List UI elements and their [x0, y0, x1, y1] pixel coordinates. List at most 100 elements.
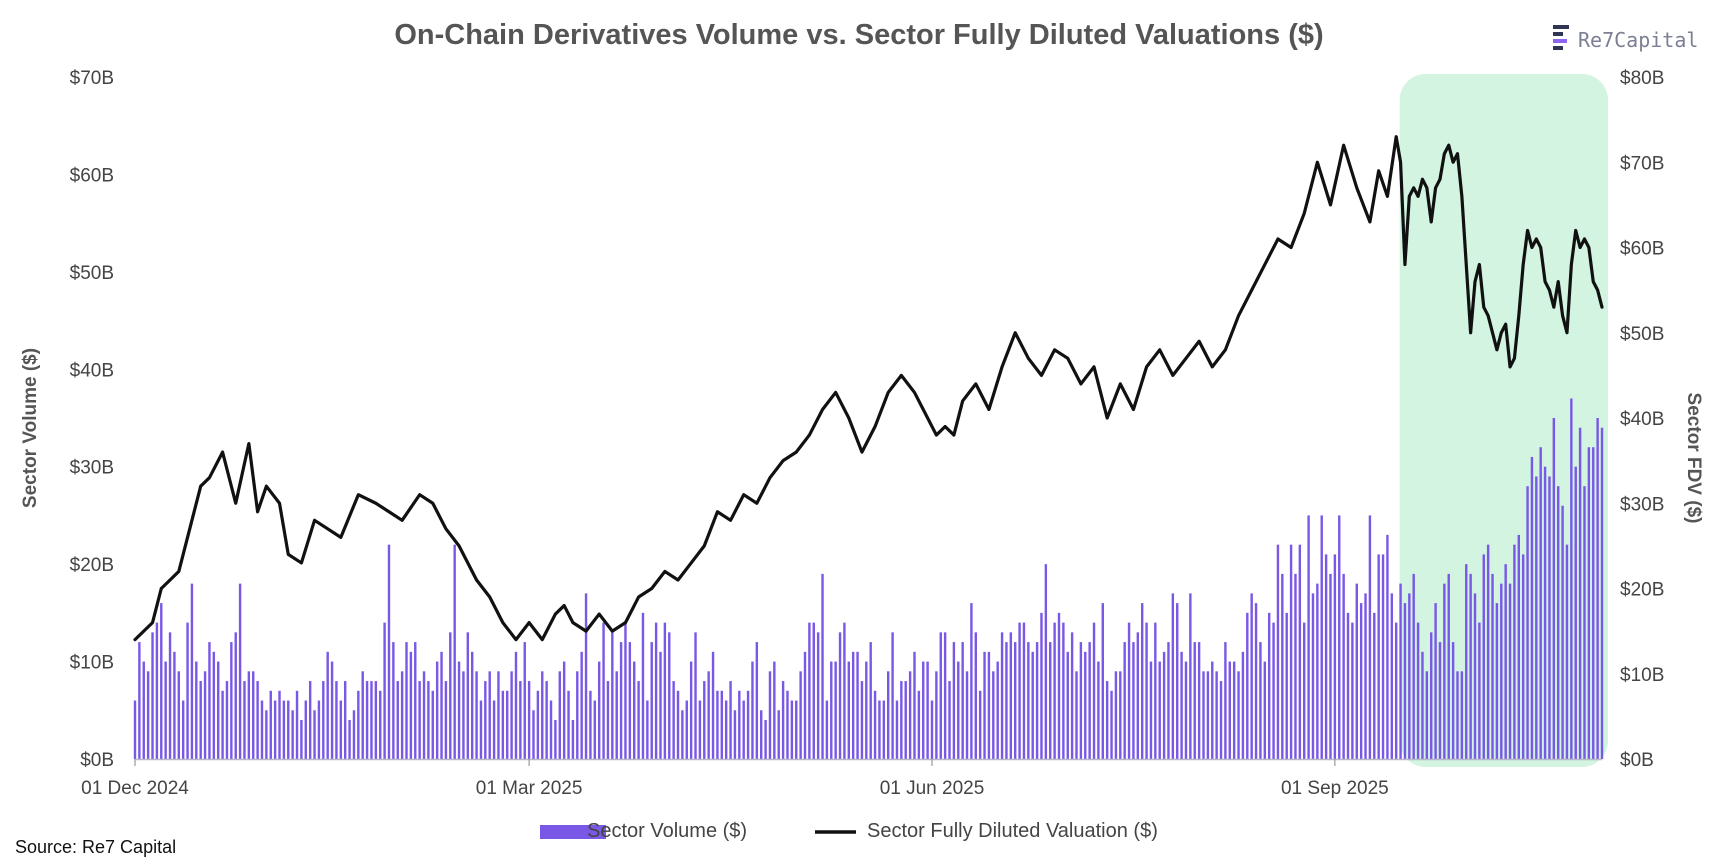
volume-bar [151, 632, 154, 759]
volume-bar [1517, 534, 1520, 759]
volume-bar [1421, 651, 1424, 759]
volume-bar [917, 690, 921, 759]
volume-bar [195, 661, 198, 759]
volume-bar [786, 690, 789, 759]
volume-bar [878, 700, 881, 759]
volume-bar [549, 700, 553, 759]
highlight-layer [1399, 74, 1608, 767]
volume-bar [1285, 612, 1288, 759]
volume-bar [1097, 661, 1100, 759]
volume-bar [1092, 622, 1096, 759]
volume-bar [943, 632, 947, 759]
volume-bar [1324, 554, 1328, 759]
volume-bar [405, 642, 408, 759]
fdv-line-layer [133, 135, 1604, 642]
volume-bar [1171, 593, 1175, 759]
volume-bar [506, 690, 509, 759]
volume-bar [1049, 642, 1052, 759]
volume-bar [514, 651, 518, 759]
volume-bar [409, 651, 413, 759]
chart-title: On-Chain Derivatives Volume vs. Sector F… [394, 19, 1323, 51]
volume-bar [1224, 642, 1227, 759]
volume-bar [887, 671, 890, 759]
volume-bar [1254, 603, 1258, 759]
volume-bar [519, 681, 522, 759]
volume-bar [681, 710, 684, 759]
volume-bar [357, 690, 360, 759]
volume-bar [895, 700, 899, 759]
volume-bar [1364, 593, 1367, 759]
volume-bar [1040, 612, 1043, 759]
volume-bar [138, 642, 141, 759]
volume-bar [1303, 622, 1306, 759]
volume-bar [1215, 671, 1218, 759]
right-tick-label: $60B [1620, 239, 1664, 260]
volume-bar [1176, 603, 1179, 759]
volume-bar [1451, 642, 1455, 759]
volume-bar [343, 681, 347, 759]
right-tick-label: $50B [1620, 324, 1664, 345]
volume-bar [751, 661, 754, 759]
volume-bar [1022, 622, 1026, 759]
volume-bar [825, 700, 829, 759]
volume-bar [1140, 603, 1144, 759]
volume-bar [764, 720, 767, 759]
volume-bar [685, 700, 688, 759]
volume-bar [1202, 671, 1205, 759]
volume-bar [1197, 642, 1201, 759]
volume-bar [1438, 642, 1442, 759]
right-tick-label: $70B [1620, 153, 1664, 174]
volume-bar [1412, 573, 1415, 759]
volume-bar [926, 661, 929, 759]
volume-bar [562, 661, 566, 759]
volume-bar [1390, 593, 1394, 759]
volume-bar [278, 690, 281, 759]
volume-bar [803, 651, 807, 759]
volume-bar [1320, 515, 1323, 759]
axes: $0B $10B $20B $30B $40B $50B $60B $70B $0B $10B $2… [70, 68, 1665, 799]
volume-bar [1513, 544, 1516, 759]
volume-bar [584, 593, 588, 759]
volume-bar [1027, 642, 1030, 759]
volume-bar [1530, 456, 1534, 759]
volume-bar [597, 661, 601, 759]
volume-bar [453, 544, 456, 759]
volume-bar [435, 661, 439, 759]
volume-bar [1557, 486, 1560, 759]
volume-bar [177, 671, 180, 759]
volume-bar [1298, 544, 1302, 759]
volume-bar [1574, 466, 1577, 759]
volume-bar [1145, 622, 1148, 759]
volume-bar [615, 671, 618, 759]
volume-bar [843, 622, 846, 759]
volume-bar [1000, 632, 1004, 759]
volume-bar [1246, 612, 1249, 759]
volume-bar [1158, 661, 1161, 759]
volume-bar [738, 690, 741, 759]
volume-bar [795, 700, 798, 759]
volume-bar [650, 642, 653, 759]
volume-bar [834, 661, 837, 759]
volume-bar [624, 622, 627, 759]
volume-bar [1031, 651, 1034, 759]
volume-bar [273, 700, 277, 759]
legend: Sector Volume ($) Sector Fully Diluted V… [540, 820, 1158, 842]
volume-bar [400, 671, 404, 759]
volume-bar [1219, 681, 1223, 759]
volume-bar [265, 710, 268, 759]
volume-bar [703, 681, 706, 759]
volume-bar [1193, 642, 1196, 759]
volume-bar [295, 690, 299, 759]
volume-bar [1070, 632, 1074, 759]
volume-bar [326, 651, 329, 759]
volume-bar [576, 671, 579, 759]
volume-bar [1491, 573, 1494, 759]
volume-bar [1342, 573, 1345, 759]
volume-bar [711, 651, 715, 759]
volume-bar [1578, 427, 1582, 759]
volume-bar [1119, 671, 1122, 759]
volume-bar [497, 671, 500, 759]
volume-bar [1495, 603, 1499, 759]
volume-bar [370, 681, 373, 759]
